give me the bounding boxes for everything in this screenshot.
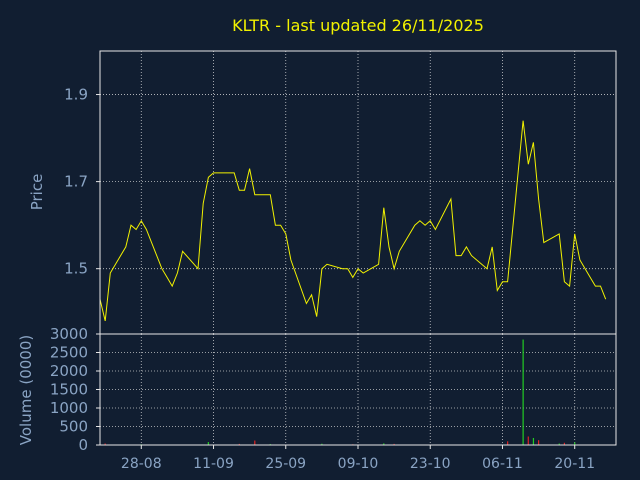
price-axis-label: Price (28, 174, 46, 211)
volume-tick-label: 2000 (50, 362, 88, 380)
volume-tick-label: 500 (59, 418, 88, 436)
price-line (99, 120, 607, 322)
volume-tick-label: 0 (78, 436, 88, 454)
chart-title: KLTR - last updated 26/11/2025 (232, 16, 484, 35)
x-tick-label: 25-09 (265, 456, 306, 472)
volume-bars (104, 339, 576, 445)
x-tick-label: 09-10 (338, 456, 379, 472)
volume-tick-label: 2500 (50, 344, 88, 362)
price-tick-label: 1.7 (64, 173, 88, 191)
x-tick-label: 11-09 (193, 456, 234, 472)
x-tick-label: 23-10 (410, 456, 451, 472)
price-y-ticks: 1.5 1.7 1.9 (64, 86, 100, 278)
price-grid (100, 51, 616, 334)
volume-tick-label: 3000 (50, 325, 88, 343)
volume-axis-label: Volume (0000) (17, 335, 35, 445)
x-tick-label: 20-11 (554, 456, 595, 472)
volume-tick-label: 1000 (50, 399, 88, 417)
volume-tick-label: 1500 (50, 381, 88, 399)
x-ticks: 28-08 11-09 25-09 09-10 23-10 06-11 20-11 (121, 445, 595, 472)
volume-grid (100, 334, 616, 445)
price-tick-label: 1.9 (64, 86, 88, 104)
x-tick-label: 06-11 (482, 456, 523, 472)
x-tick-label: 28-08 (121, 456, 162, 472)
price-tick-label: 1.5 (64, 260, 88, 278)
